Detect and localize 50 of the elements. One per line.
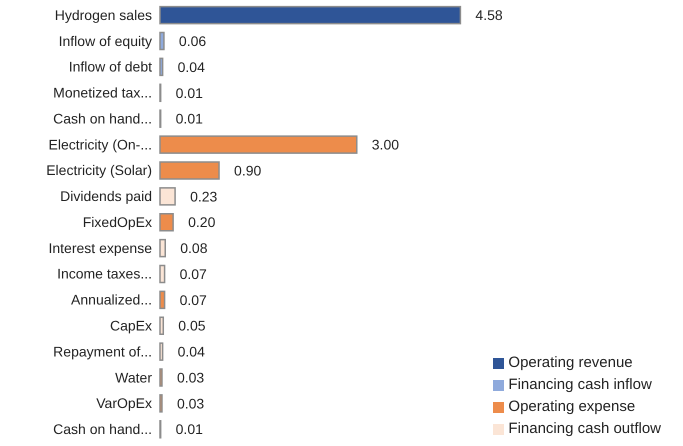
bar (159, 290, 166, 310)
bar (159, 342, 164, 361)
y-tick-label: FixedOpEx (82, 214, 152, 230)
bar (159, 32, 165, 50)
y-tick-label: Water (115, 369, 152, 386)
data-label: 0.06 (178, 33, 206, 50)
bar (159, 264, 166, 284)
y-tick-label: VarOpEx (96, 395, 152, 412)
data-label: 0.01 (176, 421, 204, 438)
y-tick-label: Inflow of debt (68, 58, 152, 75)
data-label: 0.04 (178, 58, 206, 75)
y-tick-label: Income taxes... (57, 266, 152, 282)
bar (159, 212, 174, 232)
data-label: 0.04 (178, 344, 206, 360)
data-label: 4.58 (475, 7, 503, 24)
y-tick-label: Inflow of equity (58, 32, 152, 49)
y-tick-label: Dividends paid (60, 188, 152, 204)
data-label: 0.03 (176, 369, 204, 386)
data-label: 0.03 (176, 395, 204, 412)
y-tick-label: Annualized... (71, 292, 152, 308)
bar (159, 6, 462, 24)
legend-label: Financing cash inflow (508, 376, 652, 393)
data-label: 0.07 (180, 266, 208, 282)
bar (159, 316, 164, 335)
data-label: 3.00 (372, 136, 400, 153)
data-label: 0.01 (176, 110, 204, 127)
bar (159, 238, 166, 258)
data-label: 0.05 (178, 318, 206, 334)
bar (159, 161, 220, 180)
y-tick-label: Electricity (Solar) (46, 162, 152, 178)
legend-label: Operating expense (508, 398, 636, 415)
bar (159, 135, 358, 154)
data-label: 0.20 (188, 214, 216, 230)
data-label: 0.08 (180, 240, 208, 256)
data-label: 0.07 (180, 292, 208, 308)
data-label: 0.01 (176, 84, 204, 101)
data-label: 0.23 (190, 188, 218, 204)
y-tick-label: Interest expense (48, 240, 152, 256)
y-tick-label: Monetized tax... (53, 84, 152, 101)
y-tick-label: Cash on hand... (53, 421, 152, 438)
y-tick-label: Cash on hand... (53, 110, 152, 126)
bar (159, 58, 164, 76)
legend-label: Financing cash outflow (508, 420, 661, 437)
legend-label: Operating revenue (508, 354, 633, 371)
data-label: 0.90 (234, 162, 262, 178)
y-tick-label: CapEx (110, 318, 152, 334)
y-tick-label: Hydrogen sales (54, 6, 152, 23)
bar (159, 187, 176, 206)
y-tick-label: Electricity (On-... (48, 136, 152, 152)
y-tick-label: Repayment of... (53, 343, 152, 360)
